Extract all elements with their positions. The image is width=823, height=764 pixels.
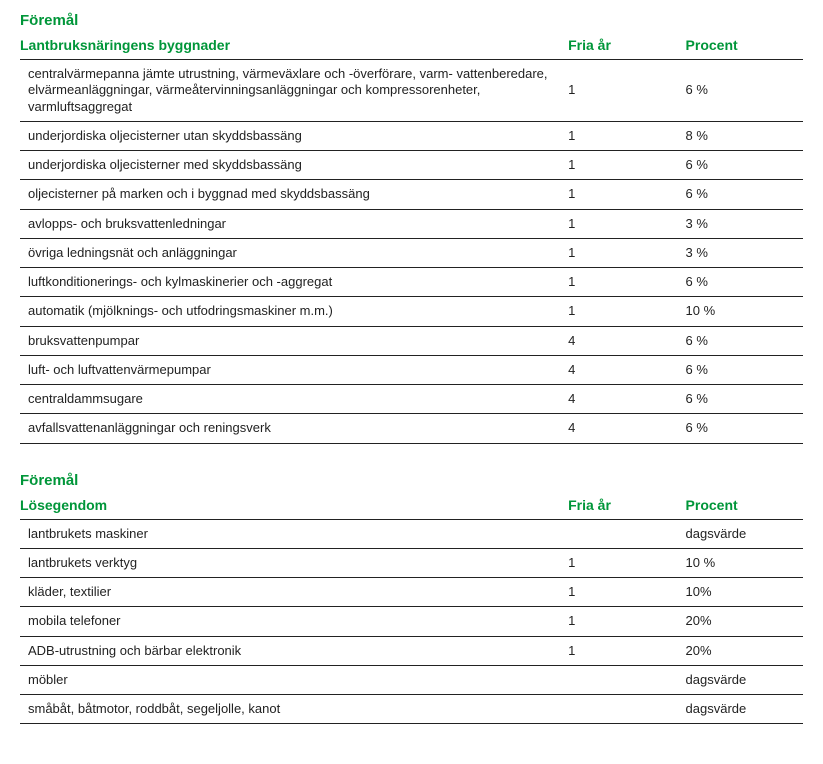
cell-procent: 6 % [686, 355, 803, 384]
cell-desc: avfallsvattenanläggningar och reningsver… [20, 414, 568, 443]
cell-procent: dagsvärde [686, 519, 803, 548]
cell-desc: underjordiska oljecisterner utan skyddsb… [20, 121, 568, 150]
cell-procent: 6 % [686, 60, 803, 122]
col-header-procent: Procent [686, 33, 803, 60]
cell-fria [568, 665, 685, 694]
cell-fria: 1 [568, 238, 685, 267]
cell-fria: 1 [568, 607, 685, 636]
section-title: Föremål [20, 472, 803, 489]
table-row: avfallsvattenanläggningar och reningsver… [20, 414, 803, 443]
cell-procent: 6 % [686, 180, 803, 209]
cell-procent: dagsvärde [686, 695, 803, 724]
cell-procent: 6 % [686, 326, 803, 355]
cell-desc: övriga ledningsnät och anläggningar [20, 238, 568, 267]
cell-fria: 4 [568, 414, 685, 443]
cell-fria: 1 [568, 121, 685, 150]
cell-fria: 1 [568, 636, 685, 665]
cell-desc: kläder, textilier [20, 578, 568, 607]
cell-desc: småbåt, båtmotor, roddbåt, segeljolle, k… [20, 695, 568, 724]
cell-desc: bruksvattenpumpar [20, 326, 568, 355]
table-row: underjordiska oljecisterner utan skyddsb… [20, 121, 803, 150]
table-row: lantbrukets maskiner dagsvärde [20, 519, 803, 548]
section-title: Föremål [20, 12, 803, 29]
cell-procent: 6 % [686, 268, 803, 297]
table-byggnader: Lantbruksnäringens byggnader Fria år Pro… [20, 33, 803, 444]
table-row: luft- och luftvattenvärmepumpar46 % [20, 355, 803, 384]
table-row: luftkonditionerings- och kylmaskinerier … [20, 268, 803, 297]
cell-procent: 10% [686, 578, 803, 607]
table-row: centralvärmepanna jämte utrustning, värm… [20, 60, 803, 122]
cell-procent: 8 % [686, 121, 803, 150]
cell-procent: 6 % [686, 414, 803, 443]
cell-desc: mobila telefoner [20, 607, 568, 636]
table-row: lantbrukets verktyg110 % [20, 548, 803, 577]
cell-procent: 6 % [686, 151, 803, 180]
cell-desc: möbler [20, 665, 568, 694]
cell-fria [568, 695, 685, 724]
section-byggnader: Föremål Lantbruksnäringens byggnader Fri… [20, 12, 803, 444]
cell-fria: 1 [568, 268, 685, 297]
cell-procent: 3 % [686, 209, 803, 238]
table-row: centraldammsugare46 % [20, 385, 803, 414]
cell-fria: 1 [568, 578, 685, 607]
cell-desc: oljecisterner på marken och i byggnad me… [20, 180, 568, 209]
cell-desc: underjordiska oljecisterner med skyddsba… [20, 151, 568, 180]
table-row: övriga ledningsnät och anläggningar13 % [20, 238, 803, 267]
table-row: möbler dagsvärde [20, 665, 803, 694]
cell-desc: ADB-utrustning och bärbar elektronik [20, 636, 568, 665]
table-row: oljecisterner på marken och i byggnad me… [20, 180, 803, 209]
cell-fria: 1 [568, 60, 685, 122]
table-row: ADB-utrustning och bärbar elektronik120% [20, 636, 803, 665]
col-header-procent: Procent [686, 493, 803, 520]
table-row: småbåt, båtmotor, roddbåt, segeljolle, k… [20, 695, 803, 724]
cell-desc: lantbrukets verktyg [20, 548, 568, 577]
cell-fria: 1 [568, 297, 685, 326]
cell-fria: 1 [568, 548, 685, 577]
cell-procent: 6 % [686, 385, 803, 414]
table-row: automatik (mjölknings- och utfodringsmas… [20, 297, 803, 326]
cell-fria: 1 [568, 151, 685, 180]
cell-desc: centraldammsugare [20, 385, 568, 414]
cell-fria: 4 [568, 355, 685, 384]
cell-procent: 20% [686, 607, 803, 636]
cell-fria: 4 [568, 326, 685, 355]
cell-procent: 3 % [686, 238, 803, 267]
col-header-fria: Fria år [568, 493, 685, 520]
table-row: underjordiska oljecisterner med skyddsba… [20, 151, 803, 180]
cell-procent: dagsvärde [686, 665, 803, 694]
cell-procent: 10 % [686, 297, 803, 326]
col-header-desc: Lantbruksnäringens byggnader [20, 33, 568, 60]
table-row: mobila telefoner120% [20, 607, 803, 636]
table-row: kläder, textilier110% [20, 578, 803, 607]
cell-desc: luft- och luftvattenvärmepumpar [20, 355, 568, 384]
col-header-fria: Fria år [568, 33, 685, 60]
cell-fria: 1 [568, 209, 685, 238]
cell-desc: luftkonditionerings- och kylmaskinerier … [20, 268, 568, 297]
cell-desc: lantbrukets maskiner [20, 519, 568, 548]
cell-fria: 4 [568, 385, 685, 414]
cell-fria [568, 519, 685, 548]
cell-procent: 10 % [686, 548, 803, 577]
cell-desc: avlopps- och bruksvattenledningar [20, 209, 568, 238]
table-header: Lösegendom Fria år Procent [20, 493, 803, 520]
cell-desc: automatik (mjölknings- och utfodringsmas… [20, 297, 568, 326]
table-row: bruksvattenpumpar46 % [20, 326, 803, 355]
cell-desc: centralvärmepanna jämte utrustning, värm… [20, 60, 568, 122]
table-header: Lantbruksnäringens byggnader Fria år Pro… [20, 33, 803, 60]
col-header-desc: Lösegendom [20, 493, 568, 520]
section-losegendom: Föremål Lösegendom Fria år Procent lantb… [20, 472, 803, 725]
table-row: avlopps- och bruksvattenledningar13 % [20, 209, 803, 238]
cell-fria: 1 [568, 180, 685, 209]
table-losegendom: Lösegendom Fria år Procent lantbrukets m… [20, 493, 803, 725]
cell-procent: 20% [686, 636, 803, 665]
